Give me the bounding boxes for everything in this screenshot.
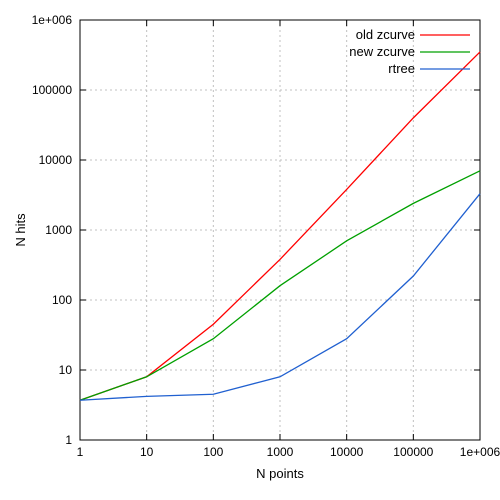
x-tick-label: 1e+006	[460, 445, 500, 459]
x-axis-label: N points	[256, 466, 304, 481]
y-tick-label: 10	[59, 363, 73, 377]
x-tick-label: 100000	[393, 445, 433, 459]
y-tick-label: 1e+006	[32, 13, 73, 27]
y-tick-label: 10000	[39, 153, 73, 167]
legend-label: old zcurve	[356, 27, 415, 42]
y-tick-label: 100	[52, 293, 72, 307]
chart-background	[0, 0, 500, 500]
line-chart: 1 10 100 1000 10000 100000 1e+006 1 10 100 1000 100…	[0, 0, 500, 500]
legend-label: rtree	[388, 61, 415, 76]
x-tick-label: 10	[140, 445, 154, 459]
x-tick-label: 100	[203, 445, 223, 459]
y-tick-label: 1000	[45, 223, 72, 237]
y-tick-label: 100000	[32, 83, 72, 97]
y-tick-label: 1	[65, 433, 72, 447]
x-tick-label: 10000	[330, 445, 364, 459]
x-tick-label: 1000	[267, 445, 294, 459]
y-axis-label: N hits	[13, 213, 28, 247]
legend-label: new zcurve	[349, 44, 415, 59]
x-tick-label: 1	[77, 445, 84, 459]
